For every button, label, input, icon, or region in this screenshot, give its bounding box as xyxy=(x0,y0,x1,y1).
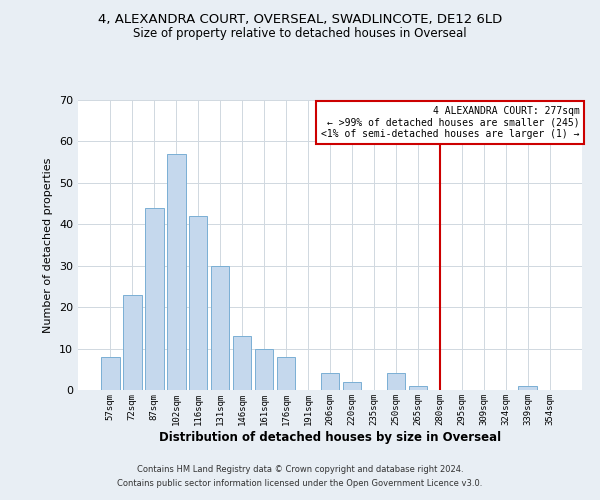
Bar xyxy=(123,294,142,390)
Bar xyxy=(167,154,185,390)
Bar xyxy=(145,208,164,390)
Bar xyxy=(211,266,229,390)
Bar xyxy=(189,216,208,390)
Bar xyxy=(343,382,361,390)
Text: 4, ALEXANDRA COURT, OVERSEAL, SWADLINCOTE, DE12 6LD: 4, ALEXANDRA COURT, OVERSEAL, SWADLINCOT… xyxy=(98,12,502,26)
Bar xyxy=(277,357,295,390)
Y-axis label: Number of detached properties: Number of detached properties xyxy=(43,158,53,332)
Bar xyxy=(101,357,119,390)
X-axis label: Distribution of detached houses by size in Overseal: Distribution of detached houses by size … xyxy=(159,430,501,444)
Text: Contains HM Land Registry data © Crown copyright and database right 2024.
Contai: Contains HM Land Registry data © Crown c… xyxy=(118,466,482,487)
Bar xyxy=(518,386,537,390)
Text: 4 ALEXANDRA COURT: 277sqm
← >99% of detached houses are smaller (245)
<1% of sem: 4 ALEXANDRA COURT: 277sqm ← >99% of deta… xyxy=(321,106,580,139)
Bar xyxy=(409,386,427,390)
Bar xyxy=(320,374,340,390)
Text: Size of property relative to detached houses in Overseal: Size of property relative to detached ho… xyxy=(133,28,467,40)
Bar xyxy=(233,336,251,390)
Bar xyxy=(386,374,405,390)
Bar xyxy=(255,348,274,390)
